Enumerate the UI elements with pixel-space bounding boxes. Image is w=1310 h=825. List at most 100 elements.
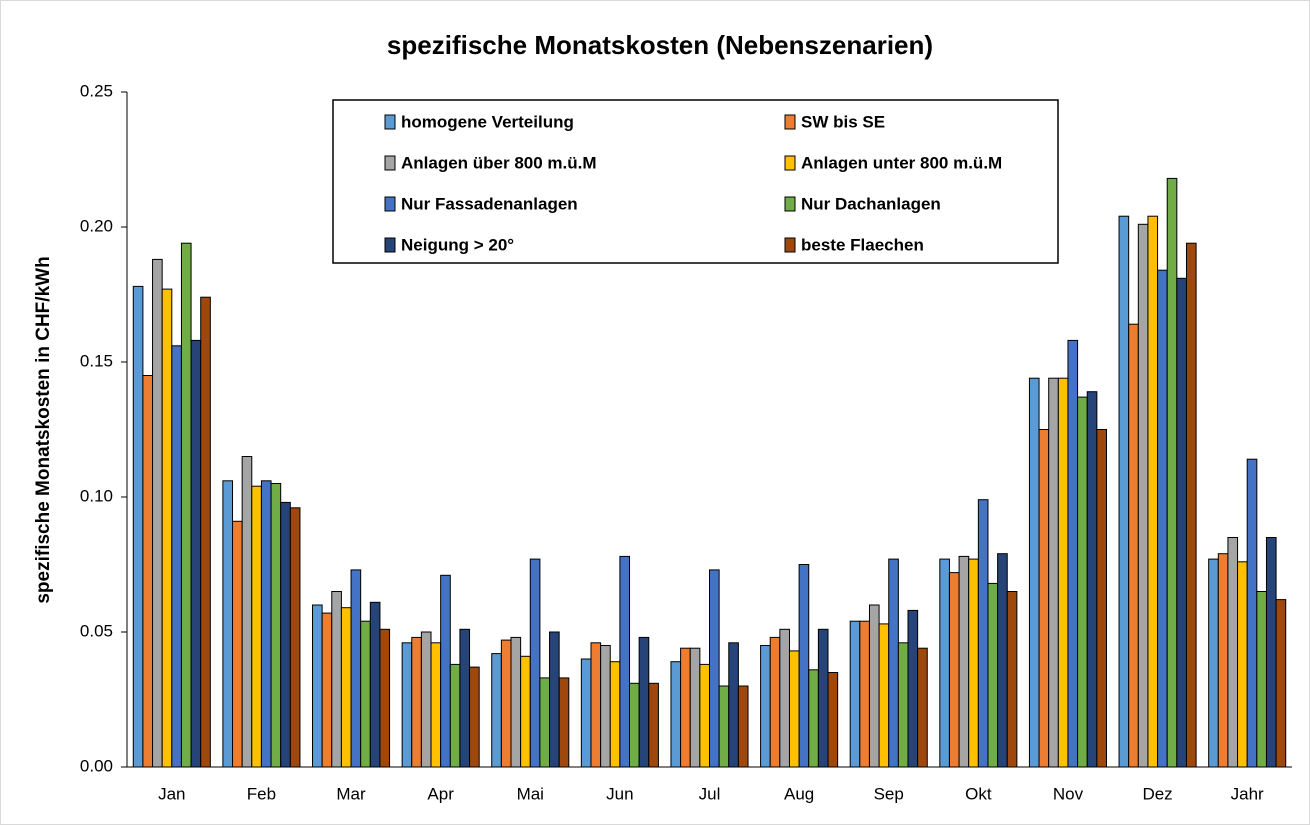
bar bbox=[171, 345, 182, 768]
legend-swatch bbox=[784, 237, 796, 253]
bar bbox=[997, 553, 1008, 768]
bar bbox=[222, 480, 234, 768]
bar bbox=[1096, 429, 1107, 768]
bar bbox=[808, 669, 819, 768]
bar bbox=[142, 375, 154, 768]
legend-swatch bbox=[384, 196, 396, 212]
bar bbox=[321, 612, 333, 768]
bar bbox=[728, 642, 739, 768]
bar bbox=[289, 507, 301, 768]
legend-swatch bbox=[784, 114, 796, 130]
legend-label: Neigung > 20° bbox=[401, 235, 514, 254]
x-tick-label: Mai bbox=[517, 784, 544, 803]
x-tick-label: Dez bbox=[1142, 784, 1172, 803]
legend-label: beste Flaechen bbox=[801, 235, 924, 254]
bar bbox=[539, 677, 551, 768]
bar bbox=[1038, 429, 1050, 768]
bar bbox=[1246, 458, 1258, 768]
legend-swatch bbox=[384, 237, 396, 253]
bar bbox=[888, 558, 899, 768]
bar bbox=[510, 636, 522, 768]
bar bbox=[1217, 553, 1229, 768]
bar bbox=[520, 655, 531, 768]
legend-label: Anlagen unter 800 m.ü.M bbox=[801, 153, 1002, 172]
bar bbox=[609, 661, 621, 768]
bar bbox=[968, 558, 979, 768]
bar bbox=[737, 685, 749, 768]
bar bbox=[1118, 215, 1130, 768]
bar bbox=[849, 620, 861, 768]
bar bbox=[491, 653, 502, 768]
bar bbox=[958, 555, 970, 768]
bar bbox=[280, 501, 291, 768]
bar bbox=[1185, 242, 1197, 768]
bar bbox=[648, 682, 659, 768]
bar bbox=[1157, 269, 1168, 768]
bar bbox=[948, 572, 960, 768]
bar bbox=[350, 569, 362, 768]
bar bbox=[270, 483, 282, 768]
bar bbox=[817, 628, 829, 768]
bar bbox=[1166, 177, 1178, 768]
bar bbox=[1256, 591, 1267, 768]
bar bbox=[1137, 223, 1149, 768]
legend-box bbox=[332, 99, 1059, 264]
chart-title: spezifische Monatskosten (Nebenszenarien… bbox=[387, 30, 933, 60]
bar bbox=[1208, 558, 1219, 768]
bar bbox=[709, 569, 720, 768]
bar bbox=[340, 607, 352, 768]
bar bbox=[312, 604, 323, 768]
bar bbox=[1057, 377, 1069, 768]
bar bbox=[1067, 339, 1079, 768]
bar bbox=[180, 242, 192, 768]
legend-label: SW bis SE bbox=[801, 112, 885, 131]
bar bbox=[401, 642, 413, 768]
legend-swatch bbox=[784, 196, 796, 212]
bar bbox=[331, 591, 342, 768]
bar bbox=[1147, 215, 1159, 768]
bar bbox=[798, 564, 810, 768]
bar bbox=[670, 661, 682, 768]
bar bbox=[1048, 377, 1059, 768]
bar bbox=[689, 647, 701, 768]
y-tick-label: 0.05 bbox=[80, 621, 113, 640]
bar bbox=[1006, 591, 1018, 768]
bar bbox=[411, 636, 422, 768]
legend-label: homogene Verteilung bbox=[401, 112, 574, 131]
bar bbox=[360, 620, 371, 768]
x-tick-label: Jahr bbox=[1231, 784, 1264, 803]
bar bbox=[779, 628, 790, 768]
bar bbox=[590, 642, 602, 768]
bar bbox=[1086, 391, 1098, 768]
bar bbox=[629, 682, 640, 768]
bar bbox=[638, 636, 650, 768]
y-tick-label: 0.00 bbox=[80, 756, 113, 775]
bar bbox=[868, 604, 880, 768]
bar bbox=[859, 620, 870, 768]
bar bbox=[251, 485, 262, 768]
bar bbox=[760, 645, 771, 768]
y-tick-label: 0.15 bbox=[80, 351, 113, 370]
bar bbox=[152, 258, 163, 768]
y-axis-label: spezifische Monatskosten in CHF/kWh bbox=[33, 256, 54, 603]
x-tick-label: Feb bbox=[247, 784, 276, 803]
bar bbox=[200, 296, 211, 768]
legend-label: Nur Fassadenanlagen bbox=[401, 194, 578, 213]
bar bbox=[420, 631, 432, 768]
bar bbox=[619, 555, 631, 768]
bar bbox=[939, 558, 950, 768]
bar bbox=[600, 645, 611, 768]
bar bbox=[718, 685, 730, 768]
bar bbox=[449, 663, 461, 768]
legend-label: Nur Dachanlagen bbox=[801, 194, 941, 213]
bar bbox=[769, 636, 781, 768]
x-tick-label: Jun bbox=[606, 784, 633, 803]
x-tick-label: Aug bbox=[784, 784, 814, 803]
bar bbox=[1077, 396, 1088, 768]
y-tick-label: 0.10 bbox=[80, 486, 113, 505]
x-tick-label: Okt bbox=[965, 784, 992, 803]
bar bbox=[1176, 277, 1187, 768]
bar bbox=[369, 601, 381, 768]
bar bbox=[1275, 599, 1287, 768]
